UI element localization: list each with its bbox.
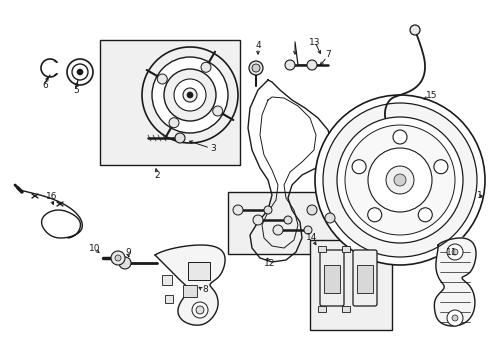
Bar (227, 192, 346, 254)
Circle shape (409, 25, 419, 35)
Circle shape (284, 216, 291, 224)
Circle shape (323, 103, 476, 257)
Circle shape (142, 47, 238, 143)
Bar (341, 306, 349, 312)
Circle shape (115, 255, 121, 261)
Circle shape (336, 117, 462, 243)
Circle shape (351, 160, 366, 174)
Bar (164, 295, 173, 303)
FancyBboxPatch shape (319, 250, 343, 306)
Bar (162, 275, 172, 285)
Circle shape (183, 88, 197, 102)
Circle shape (248, 61, 263, 75)
Circle shape (272, 225, 283, 235)
Circle shape (111, 251, 125, 265)
Circle shape (157, 74, 167, 84)
Text: 9: 9 (125, 248, 131, 257)
Circle shape (285, 60, 294, 70)
Bar (317, 246, 325, 252)
Circle shape (446, 310, 462, 326)
Circle shape (232, 205, 243, 215)
Circle shape (174, 79, 205, 111)
Circle shape (451, 249, 457, 255)
Circle shape (325, 213, 334, 223)
Circle shape (446, 244, 462, 260)
Circle shape (304, 226, 311, 234)
Bar (341, 246, 349, 252)
Circle shape (251, 64, 260, 72)
Circle shape (252, 215, 263, 225)
Circle shape (306, 60, 316, 70)
Text: 10: 10 (89, 243, 101, 252)
Text: 2: 2 (154, 171, 160, 180)
Bar (183, 285, 197, 297)
Circle shape (201, 62, 210, 72)
Bar (324, 265, 339, 293)
Circle shape (175, 133, 184, 143)
Circle shape (212, 106, 222, 116)
Circle shape (367, 148, 431, 212)
Circle shape (169, 118, 179, 128)
Text: 1: 1 (476, 190, 482, 199)
Circle shape (186, 92, 193, 98)
Circle shape (196, 306, 203, 314)
Polygon shape (433, 238, 475, 326)
Text: 4: 4 (255, 41, 260, 50)
Text: 13: 13 (308, 37, 320, 46)
Circle shape (433, 160, 447, 174)
Text: 6: 6 (42, 81, 48, 90)
FancyBboxPatch shape (352, 250, 376, 306)
Circle shape (451, 315, 457, 321)
Text: 14: 14 (305, 233, 317, 242)
Bar (356, 265, 372, 293)
Circle shape (392, 130, 406, 144)
Text: 7: 7 (325, 50, 330, 59)
Circle shape (345, 125, 454, 235)
Bar (100, 40, 240, 165)
Circle shape (163, 69, 216, 121)
Circle shape (77, 69, 83, 75)
Circle shape (385, 166, 413, 194)
Circle shape (417, 208, 431, 222)
Circle shape (314, 95, 484, 265)
Bar (317, 306, 325, 312)
Circle shape (306, 205, 316, 215)
Circle shape (152, 57, 227, 133)
Circle shape (367, 208, 381, 222)
Bar (309, 240, 391, 330)
Text: 8: 8 (202, 285, 207, 294)
Text: 3: 3 (210, 144, 215, 153)
Text: 15: 15 (426, 90, 437, 99)
Text: 11: 11 (446, 248, 457, 257)
Bar (187, 262, 209, 280)
Circle shape (404, 128, 414, 138)
Text: 5: 5 (73, 86, 79, 95)
Text: 16: 16 (46, 192, 58, 201)
Circle shape (192, 302, 207, 318)
Text: 12: 12 (264, 258, 275, 267)
Circle shape (393, 174, 405, 186)
Circle shape (264, 206, 271, 214)
Circle shape (119, 257, 131, 269)
Polygon shape (155, 245, 224, 325)
